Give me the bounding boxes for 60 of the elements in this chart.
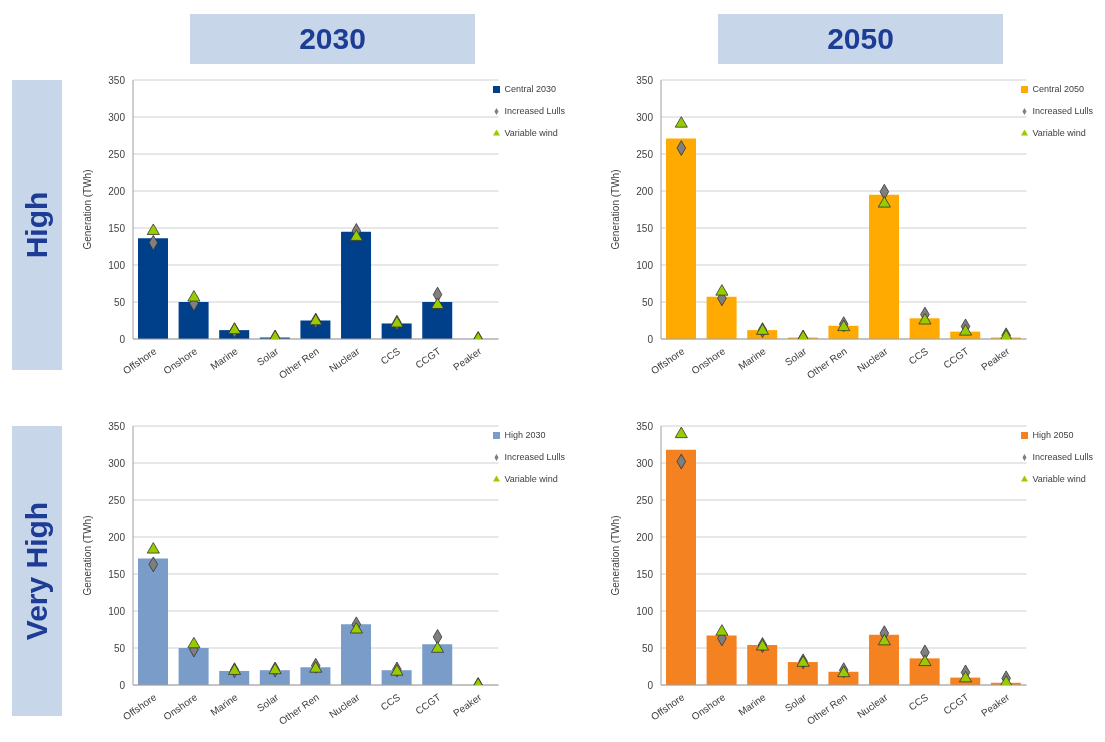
y-tick-label: 200 xyxy=(636,185,654,197)
text: Very High xyxy=(20,501,54,641)
x-tick-label: CCS xyxy=(378,345,403,367)
y-tick-label: 150 xyxy=(636,568,654,580)
y-tick-label: 150 xyxy=(108,222,126,234)
y-tick-label: 150 xyxy=(108,568,126,580)
legend-label: High 2030 xyxy=(504,430,546,440)
legend-label: Central 2030 xyxy=(504,84,556,94)
x-tick-label: CCS xyxy=(906,691,931,713)
legend-label: Increased Lulls xyxy=(1032,106,1093,116)
x-tick-label: Solar xyxy=(782,691,809,714)
y-axis-title: Generation (TWh) xyxy=(81,169,93,250)
x-tick-label: CCS xyxy=(906,345,931,367)
legend-label: Increased Lulls xyxy=(504,452,565,462)
y-tick-label: 250 xyxy=(636,148,654,160)
y-tick-label: 250 xyxy=(108,148,126,160)
y-tick-label: 250 xyxy=(636,494,654,506)
y-tick-label: 250 xyxy=(108,494,126,506)
legend-label: Variable wind xyxy=(504,474,558,484)
y-tick-label: 100 xyxy=(108,259,126,271)
y-tick-label: 350 xyxy=(108,420,126,432)
y-tick-label: 50 xyxy=(641,642,654,654)
legend-label: Increased Lulls xyxy=(504,106,565,116)
y-axis-title: Generation (TWh) xyxy=(609,515,621,596)
y-tick-label: 0 xyxy=(647,333,654,345)
y-tick-label: 0 xyxy=(119,679,126,691)
y-tick-label: 100 xyxy=(108,605,126,617)
x-tick-label: CCS xyxy=(378,691,403,713)
y-axis-title: Generation (TWh) xyxy=(81,515,93,596)
y-tick-label: 350 xyxy=(636,420,654,432)
x-tick-label: Solar xyxy=(254,345,281,368)
y-axis-title: Generation (TWh) xyxy=(609,169,621,250)
legend-label: Variable wind xyxy=(1032,474,1086,484)
y-tick-label: 0 xyxy=(119,333,126,345)
y-tick-label: 150 xyxy=(636,222,654,234)
y-tick-label: 350 xyxy=(636,74,654,86)
y-tick-label: 100 xyxy=(636,605,654,617)
legend-label: High 2050 xyxy=(1032,430,1074,440)
chart-title: 2030 xyxy=(190,14,475,64)
legend-label: Increased Lulls xyxy=(1032,452,1093,462)
y-tick-label: 200 xyxy=(108,531,126,543)
y-tick-label: 100 xyxy=(636,259,654,271)
y-tick-label: 200 xyxy=(636,531,654,543)
y-tick-label: 300 xyxy=(636,111,654,123)
x-tick-label: Solar xyxy=(782,345,809,368)
legend-label: Variable wind xyxy=(504,128,558,138)
y-tick-label: 200 xyxy=(108,185,126,197)
y-tick-label: 0 xyxy=(647,679,654,691)
legend-label: Variable wind xyxy=(1032,128,1086,138)
x-tick-label: Solar xyxy=(254,691,281,714)
y-tick-label: 50 xyxy=(113,642,126,654)
y-tick-label: 300 xyxy=(636,457,654,469)
y-tick-label: 300 xyxy=(108,111,126,123)
y-tick-label: 50 xyxy=(641,296,654,308)
y-tick-label: 300 xyxy=(108,457,126,469)
chart-title: 2050 xyxy=(718,14,1003,64)
y-tick-label: 350 xyxy=(108,74,126,86)
text: High xyxy=(20,191,54,259)
y-tick-label: 50 xyxy=(113,296,126,308)
legend-label: Central 2050 xyxy=(1032,84,1084,94)
